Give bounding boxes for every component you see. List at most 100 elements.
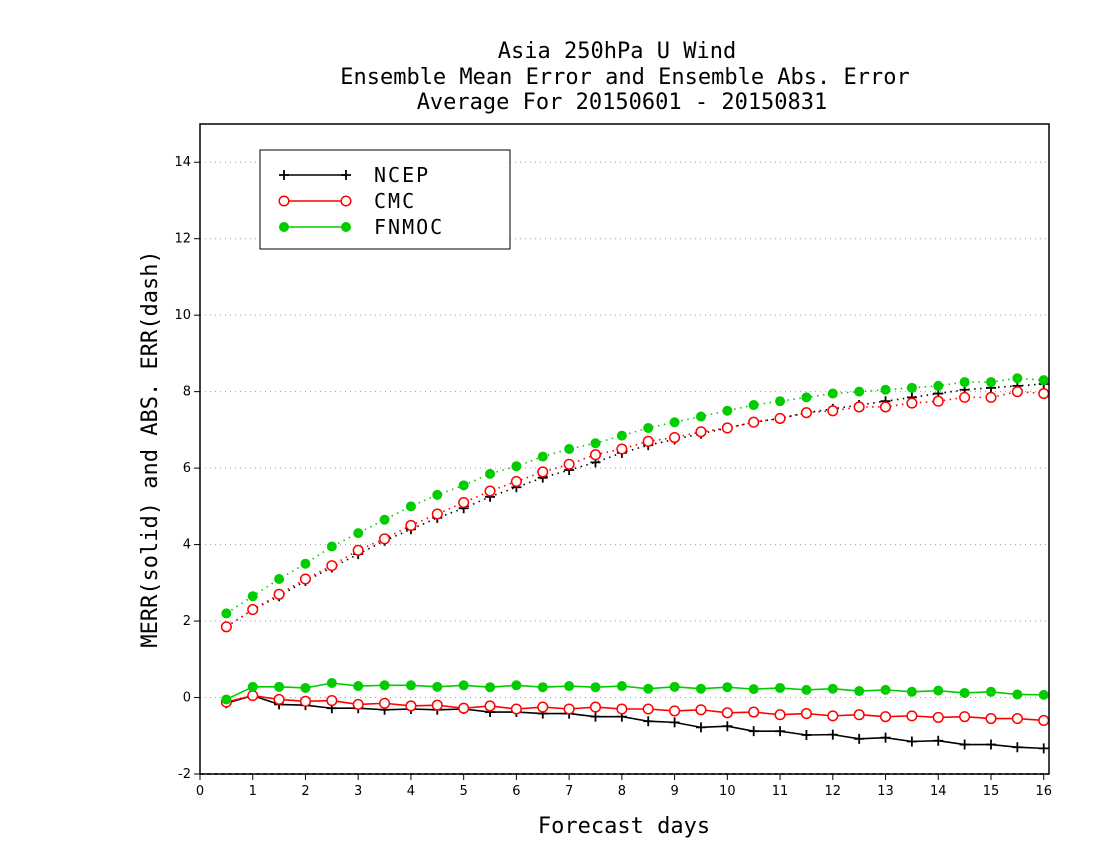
cmc-merr-point (1011, 713, 1023, 725)
x-tick-label: 4 (407, 784, 415, 799)
y-tick-label: 6 (183, 461, 191, 476)
cmc-merr-point (774, 709, 786, 721)
legend-cmc-label: CMC (374, 189, 416, 213)
y-axis-label: MERR(solid) and ABS. ERR(dash) (138, 250, 163, 647)
fnmoc-merr-point (695, 683, 706, 694)
cmc-abs-err-point (431, 508, 443, 520)
ncep-merr-point (669, 717, 680, 728)
fnmoc-abs-err-point (537, 451, 548, 462)
fnmoc-abs-err-point (643, 422, 654, 433)
ncep-merr-point (933, 735, 944, 746)
cmc-abs-err-point (220, 621, 232, 633)
cmc-merr-point (510, 703, 522, 715)
cmc-abs-err-point (748, 416, 760, 428)
fnmoc-merr-point (432, 681, 443, 692)
cmc-merr-point (748, 706, 760, 718)
fnmoc-abs-err-point (669, 417, 680, 428)
y-tick-label: 2 (183, 614, 191, 629)
cmc-merr-point (484, 700, 496, 712)
cmc-abs-err-point (853, 401, 865, 413)
cmc-abs-err-point (273, 588, 285, 600)
cmc-merr-point (695, 704, 707, 716)
cmc-abs-err-point (1011, 386, 1023, 398)
fnmoc-abs-err-point (880, 384, 891, 395)
cmc-abs-err-point (721, 422, 733, 434)
ncep-merr-point (880, 732, 891, 743)
fnmoc-abs-err-point (827, 388, 838, 399)
ncep-merr-point (827, 729, 838, 740)
x-tick-label: 0 (196, 784, 204, 799)
fnmoc-merr-point (616, 681, 627, 692)
x-tick-label: 16 (1035, 784, 1052, 799)
fnmoc-abs-err-point (564, 444, 575, 454)
cmc-abs-err-point (827, 405, 839, 417)
cmc-merr-point (537, 701, 549, 713)
fnmoc-abs-err-point (775, 396, 786, 407)
fnmoc-merr-point (274, 681, 285, 692)
cmc-abs-err-point (247, 604, 259, 616)
ncep-abs-err-line (225, 383, 1044, 628)
cmc-abs-err-point (326, 560, 338, 572)
x-tick-label: 15 (983, 784, 1000, 799)
fnmoc-abs-err-point (722, 405, 733, 416)
fnmoc-abs-err-line (225, 377, 1044, 615)
cmc-abs-err-point (985, 391, 997, 403)
fnmoc-merr-point (906, 686, 917, 697)
fnmoc-merr-point (300, 682, 311, 693)
fnmoc-merr-point (669, 681, 680, 692)
cmc-abs-err-point (458, 496, 470, 509)
cmc-abs-err-point (774, 412, 786, 424)
x-tick-label: 9 (670, 784, 678, 799)
x-tick-label: 2 (301, 784, 309, 799)
fnmoc-abs-err-point (1038, 375, 1049, 386)
x-tick-label: 14 (930, 784, 947, 799)
chart-title-line-1: Asia 250hPa U Wind (498, 39, 736, 64)
ncep-merr-point (590, 711, 601, 722)
cmc-merr-point (352, 698, 364, 710)
cmc-merr-point (669, 705, 681, 717)
cmc-merr-point (1038, 714, 1050, 727)
legend-ncep-marker (279, 170, 289, 180)
fnmoc-abs-err-point (405, 501, 416, 512)
cmc-merr-point (800, 708, 812, 720)
x-tick-label: 1 (249, 784, 257, 799)
ncep-merr-point (1038, 743, 1049, 754)
fnmoc-abs-err-point (511, 461, 522, 472)
ncep-merr-point (854, 733, 865, 744)
fnmoc-abs-err-point (590, 438, 601, 449)
ncep-merr-point (1012, 742, 1023, 753)
legend-ncep-marker (341, 170, 351, 180)
legend-box (259, 149, 511, 250)
fnmoc-merr-point (564, 681, 575, 692)
fnmoc-merr-point (933, 685, 944, 696)
cmc-merr-point (721, 707, 733, 719)
fnmoc-merr-point (1038, 689, 1049, 700)
fnmoc-merr-line (226, 682, 1044, 701)
fnmoc-abs-err-point (221, 608, 232, 619)
fnmoc-merr-point (748, 684, 759, 695)
fnmoc-merr-point (353, 681, 364, 692)
cmc-abs-err-point (800, 407, 812, 419)
plot-data (220, 373, 1050, 754)
ncep-merr-point (748, 726, 759, 737)
y-tick-label: 0 (183, 691, 191, 706)
legend-ncep-label: NCEP (374, 163, 430, 187)
legend-cmc-marker (278, 195, 290, 207)
chart-title-line-3: Average For 20150601 - 20150831 (417, 90, 828, 115)
fnmoc-abs-err-point (458, 480, 469, 491)
fnmoc-abs-err-point (748, 400, 759, 411)
y-tick-label: 14 (174, 155, 191, 170)
cmc-abs-err-point (537, 466, 549, 478)
legend-fnmoc-marker (341, 222, 351, 232)
ncep-merr-point (722, 721, 733, 732)
ncep-merr-point (775, 726, 786, 737)
fnmoc-merr-point (801, 684, 812, 695)
legend-fnmoc-label: FNMOC (374, 215, 444, 239)
cmc-abs-err-point (879, 401, 892, 413)
fnmoc-merr-point (880, 684, 891, 695)
fnmoc-abs-err-point (906, 382, 917, 393)
x-tick-label: 5 (460, 784, 468, 799)
legend-cmc-marker (340, 195, 352, 207)
cmc-abs-err-point (669, 431, 681, 444)
